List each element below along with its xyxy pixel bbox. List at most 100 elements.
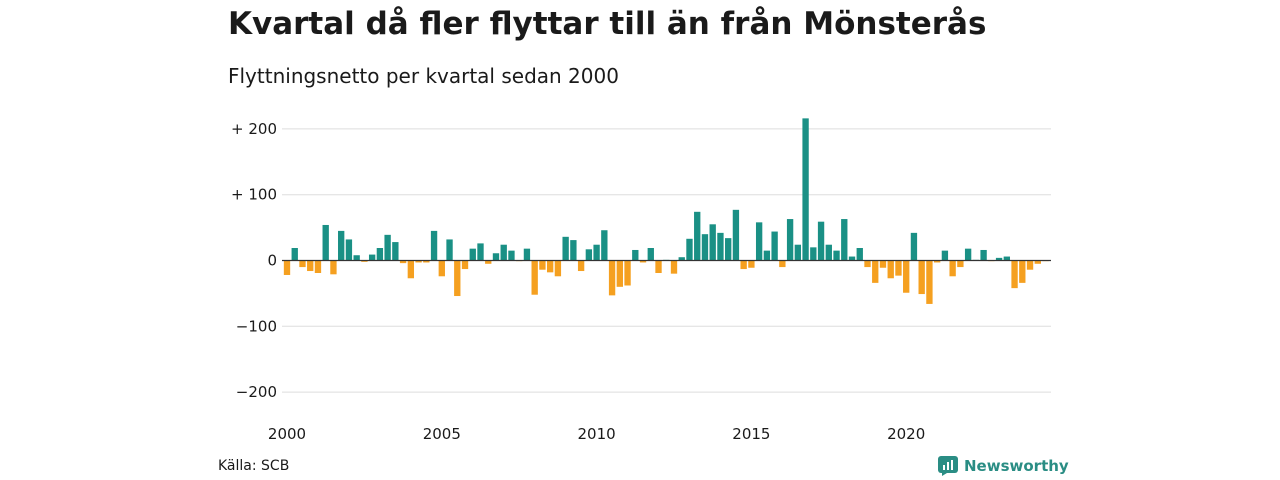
bar (794, 244, 802, 261)
bar (910, 232, 918, 261)
y-tick-label: −200 (236, 383, 277, 401)
bar (802, 118, 809, 261)
bar (879, 260, 887, 268)
bar (593, 244, 600, 261)
bar (392, 242, 399, 261)
bar (283, 260, 291, 275)
bar (570, 240, 577, 261)
bar (717, 232, 724, 261)
bar (322, 224, 329, 261)
bar (585, 249, 593, 261)
y-tick-label: −100 (236, 317, 277, 335)
bar (531, 260, 538, 295)
bar (686, 238, 693, 261)
bar (492, 253, 500, 261)
bar (345, 239, 353, 261)
bar (430, 230, 438, 261)
bar (307, 260, 314, 272)
newsworthy-icon (938, 456, 958, 476)
bar (361, 260, 368, 262)
chart-title: Kvartal då fler flyttar till än från Mön… (228, 6, 987, 42)
bar (841, 219, 848, 261)
x-tick-label: 2000 (268, 425, 306, 443)
x-tick-label: 2010 (578, 425, 616, 443)
bar (368, 254, 376, 261)
x-tick-label: 2005 (423, 425, 461, 443)
bar (469, 248, 476, 261)
bar (601, 230, 608, 261)
bar (856, 248, 863, 261)
bar (485, 260, 492, 264)
y-axis-ticks: + 200 + 100 0 −100 −200 (231, 120, 277, 401)
bar (670, 260, 678, 274)
x-tick-label: 2015 (732, 425, 770, 443)
bar (949, 260, 956, 277)
x-tick-label: 2020 (887, 425, 925, 443)
bar (732, 209, 740, 261)
bar (608, 260, 616, 296)
bar (423, 260, 430, 263)
bar (539, 260, 546, 270)
bar (446, 239, 453, 261)
bar (562, 236, 569, 261)
brand-name: Newsworthy (964, 457, 1069, 475)
bar (678, 257, 685, 261)
y-tick-label: + 200 (231, 120, 277, 138)
brand-logo: Newsworthy (938, 456, 1069, 476)
bar (353, 255, 360, 261)
bar (407, 260, 415, 279)
bar (477, 243, 484, 261)
bar (415, 260, 422, 263)
bar (694, 211, 701, 261)
bar (786, 219, 794, 261)
bar (1003, 256, 1010, 261)
chart-subtitle: Flyttningsnetto per kvartal sedan 2000 (228, 64, 619, 88)
bar (523, 248, 531, 261)
bar (1011, 260, 1018, 289)
bar (338, 230, 345, 261)
bar (748, 260, 755, 268)
bar (299, 260, 306, 268)
bar (438, 260, 445, 277)
bar (399, 260, 407, 264)
bar (500, 244, 507, 261)
y-tick-label: 0 (267, 252, 277, 270)
bar (926, 260, 933, 304)
bar (1019, 260, 1026, 283)
bar (291, 248, 298, 261)
bar (895, 260, 902, 276)
bar (957, 260, 964, 268)
bar (546, 260, 554, 273)
bar (577, 260, 585, 272)
bar (995, 257, 1003, 261)
bar (825, 244, 832, 261)
bar (941, 250, 949, 261)
bar (508, 250, 515, 261)
bar (647, 248, 654, 261)
bar (616, 260, 623, 287)
bar (933, 260, 941, 263)
bar (903, 260, 910, 293)
bar (701, 234, 709, 261)
source-note: Källa: SCB (218, 458, 290, 474)
bars (283, 118, 1049, 304)
bar (384, 234, 391, 261)
bar (1026, 260, 1034, 270)
gridlines (282, 128, 1051, 393)
bar (980, 249, 987, 261)
bar (314, 260, 322, 273)
bar (639, 260, 647, 263)
bar (918, 260, 925, 295)
bar (376, 248, 384, 261)
bar (454, 260, 461, 297)
y-tick-label: + 100 (231, 186, 277, 204)
bar (864, 260, 871, 268)
bar (763, 250, 771, 261)
bar (817, 221, 825, 261)
x-axis-ticks: 2000 2005 2010 2015 2020 (268, 425, 925, 443)
bar (779, 260, 786, 268)
bar (810, 247, 817, 261)
bar (709, 224, 716, 261)
bar (740, 260, 747, 270)
